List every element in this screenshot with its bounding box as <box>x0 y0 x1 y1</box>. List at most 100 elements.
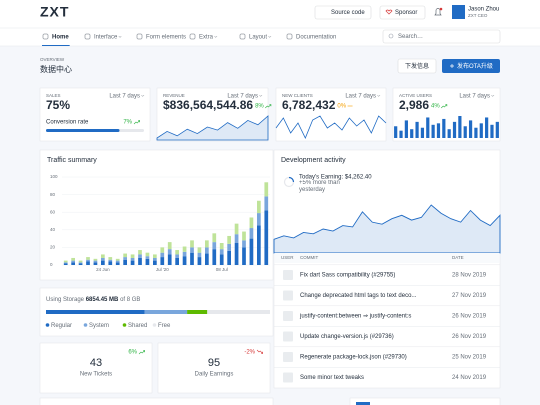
bar-segment <box>212 233 217 243</box>
spark-bar <box>479 123 483 138</box>
nav-item[interactable]: Form elements <box>146 35 186 41</box>
storage-suffix: of 8 GB <box>120 297 140 303</box>
plus-icon <box>450 64 454 68</box>
bar-segment <box>78 263 83 265</box>
nav-icon <box>189 33 196 40</box>
bar-segment <box>234 223 239 235</box>
nav-item[interactable]: Home <box>52 35 69 41</box>
storage-free <box>207 310 270 314</box>
kpi-cards: SALES Last 7 days 75% Conversion rate 7% REVE… <box>39 87 501 142</box>
bar-segment <box>86 257 90 260</box>
y-tick-label: 100 <box>50 174 58 179</box>
kpi-card <box>39 87 151 142</box>
bar-segment <box>182 256 187 265</box>
storage-used: 6854.45 MB <box>86 297 119 303</box>
bar-segment <box>71 262 75 265</box>
storage-prefix: Using Storage <box>46 297 85 303</box>
user-avatar <box>283 372 293 383</box>
activity-chart: USER COMMIT DATE Fix dart Sass compatibilit… <box>273 204 501 383</box>
bar-segment <box>86 261 90 265</box>
bar-segment <box>219 243 224 250</box>
spark-bar <box>495 121 499 138</box>
kpi-change: 8% <box>255 104 264 110</box>
bar-segment <box>130 254 135 258</box>
bar-segment <box>108 257 113 260</box>
bar-segment <box>234 234 239 243</box>
bar-segment <box>227 250 231 265</box>
nav-item[interactable]: Layout <box>249 35 267 41</box>
traffic-chart: 0 20 40 60 80 100 24 Jun Jul '20 08 Jul <box>50 174 270 272</box>
spark-bar <box>410 129 414 138</box>
storage-segment <box>46 310 145 314</box>
nav-item[interactable]: Extra <box>199 35 214 41</box>
bar-segment <box>257 213 261 226</box>
legend-dot <box>45 323 50 327</box>
nav-icon <box>239 33 246 40</box>
date: 26 Nov 2019 <box>452 334 487 340</box>
pretitle: OVERVIEW <box>40 57 65 62</box>
bar-segment <box>167 249 172 255</box>
bar-segment <box>242 240 246 248</box>
bar-segment <box>175 250 179 255</box>
kpi-period: Last 7 days <box>459 94 490 100</box>
bar-segment <box>115 262 120 265</box>
bar-segment <box>249 238 254 265</box>
bar-segment <box>257 200 261 214</box>
date: 25 Nov 2019 <box>452 355 487 361</box>
legend-dot <box>152 323 157 327</box>
logo: ZXT <box>40 4 69 20</box>
sponsor-label: Sponsor <box>395 10 417 16</box>
bar-segment <box>160 252 165 258</box>
search-box[interactable] <box>382 29 501 44</box>
bar-segment <box>205 240 209 248</box>
bar-segment <box>205 247 209 254</box>
bar-segment <box>257 225 261 265</box>
bar-segment <box>123 259 127 265</box>
stat-change: -2% <box>244 350 255 356</box>
kpi-change: 4% <box>431 104 440 110</box>
bar-segment <box>190 240 194 248</box>
bar-segment <box>182 246 187 252</box>
avatar[interactable] <box>452 5 465 19</box>
bar-segment <box>167 254 172 265</box>
bar-segment <box>175 257 179 265</box>
bar-segment <box>93 262 98 265</box>
earning-note: +5% more than yesterday <box>299 180 340 193</box>
stat-change: 6% <box>128 350 137 356</box>
kpi-value: $836,564,544.86 <box>163 98 253 112</box>
heart-icon <box>385 9 393 15</box>
bell-icon[interactable] <box>434 8 442 16</box>
bar-segment <box>227 235 231 244</box>
stat-label: New Tickets <box>80 372 112 378</box>
user-role: ZXT CEO <box>468 13 488 18</box>
kpi-label: SALES <box>46 93 61 98</box>
nav-icon <box>84 33 91 40</box>
chevron <box>268 36 272 38</box>
chevron <box>118 36 122 38</box>
source-button[interactable] <box>314 5 372 20</box>
stat-label: Daily Earnings <box>195 372 234 378</box>
y-tick-label: 80 <box>50 192 56 197</box>
kpi-label: NEW CLIENTS <box>282 93 313 98</box>
bar-segment <box>145 258 150 265</box>
spark-bar <box>436 123 441 138</box>
commit: Update change-version.js (#29736) <box>300 334 394 340</box>
bar-segment <box>123 253 127 258</box>
spark-bar <box>485 117 489 138</box>
sponsor-button[interactable] <box>379 5 426 20</box>
bar-segment <box>86 259 90 262</box>
kpi-subtitle: Conversion rate <box>46 120 89 126</box>
nav-item[interactable]: Documentation <box>296 35 336 41</box>
bar-segment <box>197 252 202 258</box>
secondary-button[interactable] <box>397 58 437 74</box>
nav-item[interactable]: Interface <box>94 35 118 41</box>
traffic-title: Traffic summary <box>47 157 97 164</box>
stat-card <box>157 342 271 394</box>
bar-segment <box>160 257 165 265</box>
primary-button[interactable] <box>442 59 500 73</box>
trend-icon <box>133 120 140 125</box>
bar-segment <box>249 228 254 239</box>
bar-segment <box>115 258 120 261</box>
bar-segment <box>227 243 231 251</box>
nav: Home Interface Form elements Extra Layout Doc… <box>42 33 336 46</box>
